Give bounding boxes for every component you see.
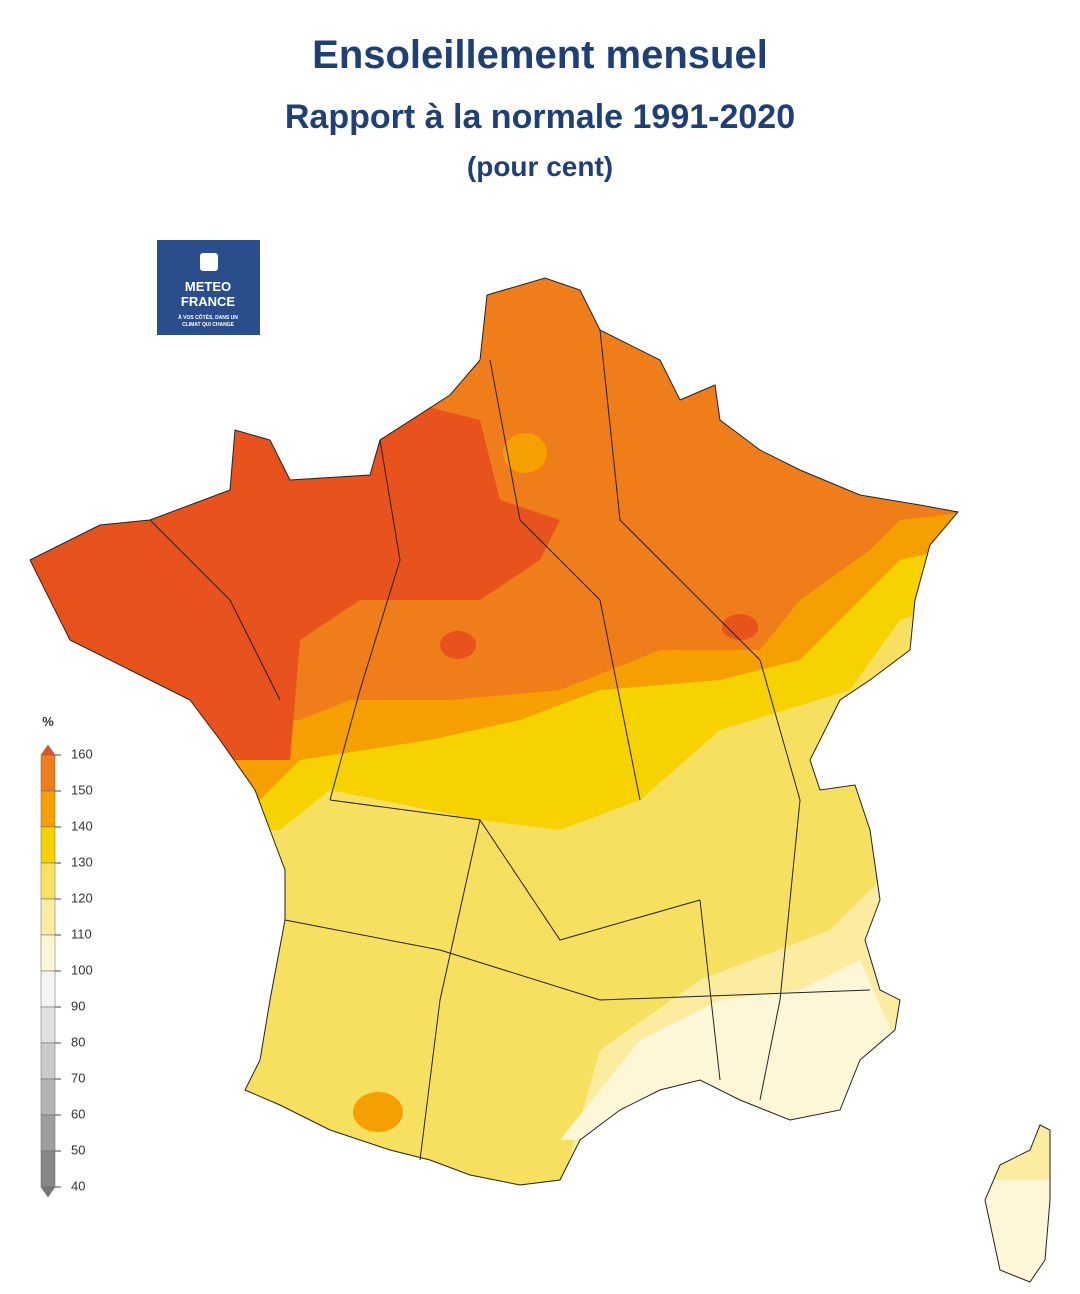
department-border [149,329,871,1161]
legend-tick-label: 120 [71,890,93,905]
title: Ensoleillement mensuel [312,33,768,77]
map [30,278,1050,1282]
legend-tick-label: 90 [71,998,85,1013]
legend-band [40,1150,56,1188]
zone [353,1092,403,1132]
subtitle: Rapport à la normale 1991-2020 [285,98,795,136]
legend-below [40,1186,56,1198]
legend-band [40,790,56,828]
zone [503,433,547,473]
corsica-border [984,1124,1051,1283]
legend-tick-label: 100 [71,962,93,977]
legend-tick-label: 160 [71,746,93,761]
logo-line: FRANCE [181,294,235,309]
legend-tick-label: 110 [71,926,92,941]
legend-tick-label: 60 [71,1106,85,1121]
legend-tick-label: 70 [71,1070,85,1085]
zone [560,960,900,1140]
legend-band [40,1114,56,1152]
legend-unit: % [42,714,54,729]
legend-band [40,1078,56,1116]
legend-band [40,1006,56,1044]
legend-tick-label: 130 [71,854,93,869]
zone [722,614,758,640]
legend-above [40,744,56,756]
logo: METEO FRANCE À VOS CÔTÉS, DANS UN CLIMAT… [157,240,260,335]
zone [980,1180,1050,1282]
zone [440,631,476,659]
legend-tick-label: 40 [71,1178,85,1193]
note: (pour cent) [467,151,613,182]
logo-tagline: À VOS CÔTÉS, DANS UN [178,313,238,321]
legend: 160 150 140 130 120 110 100 90 80 70 60 50 40 [40,744,93,1198]
legend-band [40,934,56,972]
legend-band [40,862,56,900]
logo-line: METEO [185,279,231,294]
logo-tagline: CLIMAT QUI CHANGE [182,322,235,328]
legend-band [40,970,56,1008]
borders [29,277,1051,1283]
legend-band [40,754,56,792]
legend-tick-label: 140 [71,818,93,833]
logo-icon [200,253,218,271]
country-border [29,277,959,1186]
legend-tick-label: 80 [71,1034,85,1049]
legend-tick-label: 50 [71,1142,85,1157]
legend-band [40,1042,56,1080]
legend-tick-label: 150 [71,782,93,797]
legend-band [40,898,56,936]
legend-band [40,826,56,864]
